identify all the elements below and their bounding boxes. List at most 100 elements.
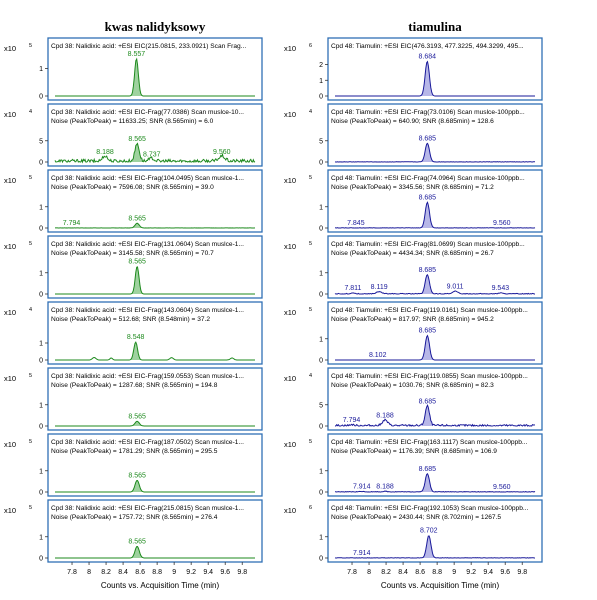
panel-header-title: Cpd 48: Tiamulin: +ESI EIC-Frag(119.0161… (331, 307, 528, 314)
peak-label: 7.794 (343, 417, 361, 424)
x-tick-label: 9 (452, 569, 456, 576)
peak-label: 8.565 (128, 413, 146, 420)
panel-header-noise: Noise (PeakToPeak) = 7596.08; SNR (8.565… (51, 184, 214, 191)
signal-line (54, 142, 256, 164)
panel-frame (327, 235, 543, 299)
y-tick-label: 1 (319, 468, 323, 475)
signal-line (334, 201, 536, 229)
peak-label: 7.794 (63, 220, 81, 227)
y-tick-label: 1 (319, 336, 323, 343)
y-scale-exponent: 5 (29, 43, 32, 49)
y-scale-exponent: 5 (309, 175, 312, 181)
signal-line (335, 60, 535, 97)
y-tick-label: 1 (39, 341, 43, 348)
panel-frame (47, 235, 263, 299)
x-tick-label: 8.4 (118, 569, 128, 576)
chart-panel-1-3: Cpd 48: Tiamulin: +ESI EIC-Frag(81.0699)… (284, 235, 543, 299)
signal-line (55, 479, 255, 493)
panel-header-noise: Noise (PeakToPeak) = 1781.29; SNR (8.565… (51, 448, 218, 455)
panel-header-title: Cpd 38: Nalidixic acid: +ESI EIC-Frag(15… (51, 373, 244, 380)
signal-line (335, 334, 535, 361)
y-tick-label: 0 (39, 490, 43, 497)
peak-label: 9.560 (493, 484, 511, 491)
y-tick-label: 1 (319, 78, 323, 85)
y-scale-exponent: 5 (309, 241, 312, 247)
panel-header-title: Cpd 38: Nalidixic acid: +ESI EIC(215.081… (51, 43, 246, 50)
signal-line (334, 142, 536, 163)
peak-label: 9.543 (492, 285, 510, 292)
panel-frame (47, 433, 263, 497)
panel-header-title: Cpd 48: Tiamulin: +ESI EIC-Frag(74.0964)… (331, 175, 525, 182)
chart-panel-0-5: Cpd 38: Nalidixic acid: +ESI EIC-Frag(15… (4, 367, 263, 431)
chart-panel-1-0: Cpd 48: Tiamulin: +ESI EIC(476.3193, 477… (284, 37, 543, 101)
x-axis-label-left: Counts vs. Acquisition Time (min) (101, 581, 220, 590)
panel-frame (327, 499, 543, 563)
y-scale-label: x10 (284, 110, 296, 119)
peak-label: 8.685 (419, 328, 437, 335)
y-scale-exponent: 4 (29, 109, 32, 115)
panel-header-noise: Noise (PeakToPeak) = 3145.58; SNR (8.565… (51, 250, 214, 257)
y-scale-label: x10 (4, 242, 16, 251)
panel-frame (47, 37, 263, 101)
y-tick-label: 0 (39, 160, 43, 167)
peak-label: 8.548 (127, 334, 145, 341)
panel-frame (327, 169, 543, 233)
y-scale-exponent: 5 (309, 307, 312, 313)
peak-label: 8.188 (376, 412, 394, 419)
x-tick-label: 9.8 (237, 569, 247, 576)
y-scale-label: x10 (284, 308, 296, 317)
panel-header-title: Cpd 48: Tiamulin: +ESI EIC-Frag(81.0699)… (331, 241, 525, 248)
chart-panel-1-4: Cpd 48: Tiamulin: +ESI EIC-Frag(119.0161… (284, 301, 543, 365)
x-tick-label: 8.8 (152, 569, 162, 576)
x-tick-label: 7.8 (347, 569, 357, 576)
column-title-left: kwas nalidyksowy (105, 19, 206, 34)
y-tick-label: 0 (39, 226, 43, 233)
y-tick-label: 1 (319, 204, 323, 211)
peak-label: 8.565 (128, 215, 146, 222)
x-tick-label: 7.8 (67, 569, 77, 576)
x-tick-label: 9.2 (186, 569, 196, 576)
peak-label: 8.119 (371, 284, 388, 291)
panel-header-noise: Noise (PeakToPeak) = 640.90; SNR (8.685m… (331, 118, 494, 125)
y-tick-label: 2 (319, 62, 323, 69)
chart-panel-1-7: Cpd 48: Tiamulin: +ESI EIC-Frag(192.1053… (284, 499, 543, 576)
panel-frame (47, 499, 263, 563)
peak-label: 7.811 (344, 285, 361, 292)
signal-line (55, 545, 255, 559)
y-tick-label: 1 (39, 270, 43, 277)
y-tick-label: 0 (39, 358, 43, 365)
panel-header-title: Cpd 48: Tiamulin: +ESI EIC-Frag(163.1117… (331, 439, 528, 446)
column-title-right: tiamulina (408, 19, 462, 34)
panel-frame (47, 367, 263, 431)
signal-line (55, 57, 255, 97)
y-scale-label: x10 (4, 374, 16, 383)
y-scale-label: x10 (284, 440, 296, 449)
y-tick-label: 1 (319, 270, 323, 277)
peak-label: 8.565 (128, 258, 146, 265)
panel-frame (327, 37, 543, 101)
peak-label: 8.685 (419, 135, 437, 142)
chart-panel-1-1: Cpd 48: Tiamulin: +ESI EIC-Frag(73.0106)… (284, 103, 543, 167)
peak-label: 9.560 (213, 149, 231, 156)
y-tick-label: 0 (319, 490, 323, 497)
y-tick-label: 0 (39, 94, 43, 101)
signal-line (335, 473, 536, 493)
signal-line (334, 535, 535, 559)
chart-panel-1-2: Cpd 48: Tiamulin: +ESI EIC-Frag(74.0964)… (284, 169, 543, 233)
chart-panel-1-6: Cpd 48: Tiamulin: +ESI EIC-Frag(163.1117… (284, 433, 543, 497)
x-tick-label: 8 (367, 569, 371, 576)
y-scale-exponent: 5 (29, 241, 32, 247)
x-tick-label: 9 (172, 569, 176, 576)
y-tick-label: 0 (39, 556, 43, 563)
peak-label: 8.684 (418, 53, 436, 60)
y-scale-exponent: 5 (29, 175, 32, 181)
peak-label: 9.011 (447, 283, 464, 290)
y-scale-label: x10 (284, 506, 296, 515)
panel-header-title: Cpd 38: Nalidixic acid: +ESI EIC-Frag(10… (51, 175, 244, 182)
chart-panel-0-0: Cpd 38: Nalidixic acid: +ESI EIC(215.081… (4, 37, 263, 101)
peak-label: 8.702 (420, 528, 438, 535)
panel-header-noise: Noise (PeakToPeak) = 3345.56; SNR (8.685… (331, 184, 494, 191)
y-scale-label: x10 (4, 506, 16, 515)
panel-header-noise: Noise (PeakToPeak) = 2430.44; SNR (8.702… (331, 514, 501, 521)
